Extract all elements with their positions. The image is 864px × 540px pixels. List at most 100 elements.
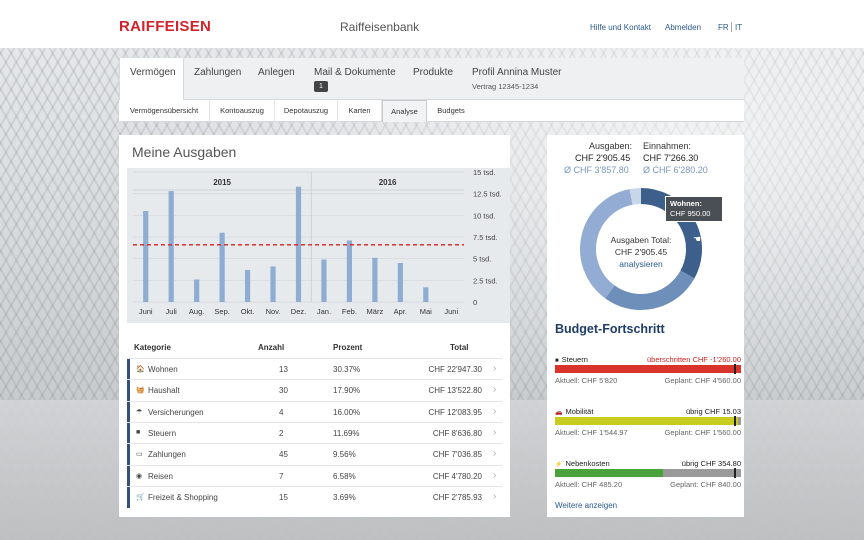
expenses-average: Ø CHF 3'857.80 [564, 165, 629, 175]
y-tick-label: 0 [473, 298, 477, 307]
top-bar: RAIFFEISEN Raiffeisenbank Hilfe und Kont… [0, 0, 864, 48]
row-total: CHF 2'785.93 [432, 492, 482, 502]
subtab-analyse[interactable]: Analyse [382, 100, 427, 122]
donut-segment[interactable] [605, 270, 695, 310]
donut-segment[interactable] [640, 188, 702, 279]
language-separator [731, 22, 732, 32]
budget-label: Steuern [561, 355, 588, 364]
tab-label: Vermögen [130, 67, 176, 78]
subtab-budgets[interactable]: Budgets [437, 106, 465, 115]
subtab-karten[interactable]: Karten [338, 100, 382, 122]
chart-bar[interactable] [346, 240, 353, 302]
tab-vermoegen[interactable]: Vermögen [119, 58, 184, 101]
budget-name: ■ Steuern [555, 355, 588, 364]
language-fr-link[interactable]: FR [718, 23, 729, 32]
row-category: Wohnen [148, 365, 178, 374]
tab-mail-dokumente[interactable]: Mail & Dokumente 1 [314, 58, 396, 100]
table-row[interactable]: 🏠 Wohnen 13 30.37% CHF 22'947.30 › [127, 358, 502, 380]
table-row[interactable]: ☂ Versicherungen 4 16.00% CHF 12'083.95 › [127, 400, 502, 423]
donut-segment[interactable] [629, 188, 642, 205]
budget-status: überschritten CHF -1'260.00 [647, 355, 741, 364]
globe-icon: ◉ [136, 472, 143, 480]
budget-actual: Aktuell: CHF 1'544.97 [555, 428, 628, 437]
row-accent [127, 380, 130, 402]
shopping-basket-icon: 🧺 [136, 387, 145, 395]
income-average: Ø CHF 6'280.20 [643, 165, 708, 175]
header-category: Kategorie [134, 343, 171, 352]
chart-bar[interactable] [244, 269, 251, 302]
row-percent: 9.56% [333, 450, 356, 460]
row-count: 7 [279, 471, 284, 481]
x-tick-label: Nov. [266, 307, 281, 316]
x-tick-label: Juni [139, 307, 153, 316]
income-value: CHF 7'266.30 [643, 153, 699, 163]
subtab-depotauszug[interactable]: Depotauszug [275, 100, 338, 122]
analyze-link[interactable]: analysieren [619, 259, 663, 269]
budget-actual: Aktuell: CHF 485.20 [555, 480, 623, 489]
sub-navigation: Vermögensübersicht Kontoauszug Depotausz… [119, 100, 744, 122]
tab-label: Produkte [413, 67, 454, 78]
tab-produkte[interactable]: Produkte [413, 58, 453, 100]
chart-bar[interactable] [423, 287, 429, 302]
row-percent: 16.00% [333, 407, 361, 417]
tab-anlegen[interactable]: Anlegen [258, 58, 295, 100]
table-row[interactable]: ■ Steuern 2 11.69% CHF 8'636.80 › [127, 421, 502, 444]
row-category: Haushalt [148, 386, 180, 396]
x-tick-label: Aug. [189, 307, 204, 316]
tab-label: Zahlungen [194, 67, 242, 78]
tab-label: Profil Annina Muster [472, 67, 562, 78]
car-icon: 🚗 [555, 410, 563, 416]
chevron-right-icon: › [493, 426, 497, 438]
chart-bar[interactable] [270, 266, 276, 302]
row-count: 45 [279, 450, 288, 460]
x-tick-label: März [367, 307, 384, 316]
donut-center-value: CHF 2'905.45 [614, 247, 668, 257]
row-accent [127, 422, 130, 444]
raiffeisen-logo[interactable]: RAIFFEISEN [119, 18, 212, 35]
chevron-right-icon: › [493, 363, 497, 374]
y-tick-label: 12.5 tsd. [473, 190, 502, 199]
chart-bar[interactable] [168, 191, 174, 302]
chevron-right-icon: › [493, 384, 497, 396]
chart-bar[interactable] [194, 279, 200, 302]
show-more-link[interactable]: Weitere anzeigen [555, 501, 618, 510]
row-accent [127, 465, 130, 487]
row-total: CHF 22'947.30 [428, 365, 482, 374]
chart-bar[interactable] [397, 263, 403, 302]
table-row[interactable]: 🛒 Freizeit & Shopping 15 3.69% CHF 2'785.93 › [127, 485, 502, 508]
expenses-donut-chart[interactable] [577, 185, 705, 313]
budget-planned: Geplant: CHF 840.00 [670, 480, 741, 489]
home-icon: 🏠 [136, 366, 145, 373]
inbox-icon: ▭ [136, 451, 143, 459]
budget-plan-marker [733, 468, 736, 478]
row-accent [127, 401, 130, 423]
budget-progress-fill [555, 469, 663, 477]
table-row[interactable]: ◉ Reisen 7 6.58% CHF 4'780.20 › [127, 464, 502, 487]
chart-bar[interactable] [295, 186, 302, 302]
table-row[interactable]: ▭ Zahlungen 45 9.56% CHF 7'036.85 › [127, 443, 502, 466]
subtab-vermoegensuebersicht[interactable]: Vermögensübersicht [119, 100, 210, 122]
logout-link[interactable]: Abmelden [665, 23, 702, 32]
help-contact-link[interactable]: Hilfe und Kontakt [590, 23, 651, 32]
x-tick-label: Dez. [291, 307, 306, 316]
x-tick-label: Jan. [317, 307, 331, 316]
budget-plan-marker [733, 416, 736, 426]
language-it-link[interactable]: IT [735, 23, 743, 32]
cursor-icon: ☚ [693, 234, 702, 244]
row-category: Reisen [148, 471, 173, 481]
row-count: 15 [279, 492, 288, 502]
tab-profil[interactable]: Profil Annina Muster Vertrag 12345-1234 [472, 58, 562, 100]
tab-zahlungen[interactable]: Zahlungen [194, 58, 241, 100]
expenses-bar-chart: 0 2.5 tsd. 5 tsd. 7.5 tsd. 10 tsd. 12.5 tsd. 1… [133, 168, 502, 316]
chart-bar[interactable] [321, 259, 327, 302]
budget-label: Mobilität [565, 407, 594, 416]
donut-segment[interactable] [580, 189, 633, 299]
chart-bar[interactable] [219, 232, 225, 302]
chart-bar[interactable] [143, 211, 149, 302]
subtab-kontoauszug[interactable]: Kontoauszug [210, 100, 275, 122]
row-total: CHF 12'083.95 [428, 407, 482, 417]
budget-label: Nebenkosten [565, 459, 610, 468]
bookmark-icon: ■ [136, 428, 141, 436]
table-row[interactable]: 🧺 Haushalt 30 17.90% CHF 13'522.80 › [127, 379, 502, 402]
chart-bar[interactable] [372, 257, 378, 302]
